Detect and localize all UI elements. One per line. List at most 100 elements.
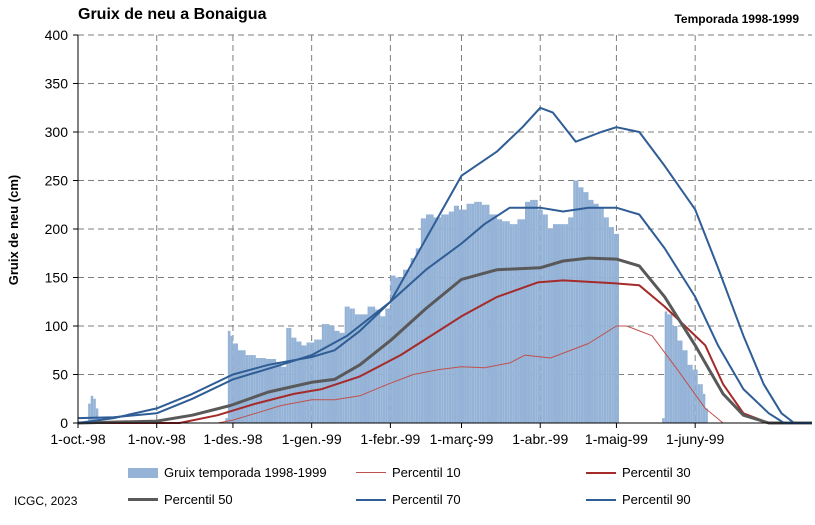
y-tick-label: 50 (52, 367, 68, 383)
snow-bar (405, 269, 409, 423)
snow-bar (451, 211, 454, 423)
snow-bar (512, 224, 515, 423)
snow-bar (324, 324, 327, 423)
line-percentil-90 (77, 106, 812, 424)
snow-bar (662, 418, 665, 423)
snow-bar (400, 277, 404, 423)
snow-bar (344, 306, 348, 423)
bar-series (88, 180, 708, 423)
snow-bar (514, 224, 518, 423)
snow-bar (519, 219, 523, 423)
season-label: Temporada 1998-1999 (674, 12, 799, 26)
snow-bar (497, 219, 500, 423)
x-tick-label: 1-febr.-99 (360, 431, 420, 447)
snow-bar (664, 311, 668, 423)
snow-bar (441, 214, 444, 423)
snow-bar (552, 224, 556, 423)
snow-bar (433, 217, 437, 423)
snow-bar (225, 418, 228, 423)
snow-bar (352, 308, 355, 423)
snow-bar (532, 199, 536, 423)
snow-bar (593, 203, 597, 423)
snow-bar (398, 277, 401, 423)
line-series (77, 106, 812, 425)
y-tick-label: 300 (45, 124, 69, 140)
snow-bar (613, 233, 617, 423)
snow-bar (286, 327, 289, 423)
snow-bar (395, 277, 399, 423)
snow-bar (611, 227, 614, 423)
snow-bar (601, 207, 604, 423)
x-tick-label: 1-nov.-98 (128, 431, 186, 447)
snow-bar (491, 214, 495, 423)
legend-item: Percentil 70 (356, 492, 461, 507)
snow-bar (530, 199, 533, 423)
snow-bar (255, 358, 259, 423)
snow-bar (608, 227, 612, 423)
snow-bar (687, 364, 691, 423)
snow-bar (690, 364, 693, 423)
snow-bar (682, 350, 686, 423)
line-percentil-10 (78, 325, 812, 424)
snow-bar (245, 355, 249, 423)
snow-bar (474, 201, 477, 423)
snow-bar (578, 187, 581, 423)
snow-bar (232, 343, 236, 423)
legend-swatch (586, 471, 616, 474)
snow-bar (504, 221, 508, 423)
snow-bar (370, 306, 373, 423)
snow-bar (443, 214, 447, 423)
snow-bar (276, 361, 279, 423)
snow-bar (349, 308, 353, 423)
snow-bar (669, 314, 673, 423)
snow-bar (380, 316, 383, 423)
snow-bar (367, 306, 371, 423)
snow-bar (291, 337, 294, 423)
snow-bar (527, 201, 531, 423)
snow-bar (558, 224, 561, 423)
snow-bar (298, 341, 302, 423)
snow-bar (606, 217, 609, 423)
snow-bar (357, 314, 360, 423)
snow-bar (428, 214, 432, 423)
snow-bar (362, 314, 365, 423)
legend-item: Percentil 10 (356, 465, 461, 480)
legend-item: Percentil 50 (128, 492, 233, 507)
axes: 0 50 100 150 200 250 300 350 400 1-oct.-98 1-nov.-… (45, 27, 812, 447)
snow-bar (545, 214, 548, 423)
snow-bar (692, 369, 696, 423)
snow-bar (238, 350, 241, 423)
legend-item: Gruix temporada 1998-1999 (128, 465, 327, 480)
snow-bar (456, 205, 459, 423)
legend-label: Percentil 10 (392, 465, 461, 480)
snow-bar (423, 218, 426, 423)
snow-bar (288, 327, 292, 423)
legend-swatch (128, 498, 158, 501)
snow-bar (494, 214, 498, 423)
snow-bar (547, 229, 551, 423)
snow-bar (243, 350, 246, 423)
snow-bar (415, 248, 419, 423)
x-tick-label: 1-abr.-99 (512, 431, 568, 447)
snow-bar (403, 269, 406, 423)
snow-bar (565, 224, 569, 423)
x-tick-label: 1-des.-98 (203, 431, 262, 447)
credit-label: ICGC, 2023 (14, 494, 78, 508)
snow-bar (375, 309, 378, 423)
x-tick-label: 1-oct.-98 (50, 431, 105, 447)
snow-bar (263, 358, 266, 423)
snow-bar (588, 199, 592, 423)
snow-bar (359, 314, 363, 423)
snow-bar (580, 187, 584, 423)
snow-bar (448, 211, 452, 423)
legend-swatch (356, 472, 386, 473)
snow-bar (248, 355, 251, 423)
snow-bar (560, 224, 564, 423)
snow-bar (296, 341, 299, 423)
y-tick-label: 350 (45, 76, 69, 92)
snow-bar (385, 308, 388, 423)
snow-bar (563, 224, 566, 423)
snow-bar (702, 393, 706, 423)
y-tick-label: 150 (45, 270, 69, 286)
